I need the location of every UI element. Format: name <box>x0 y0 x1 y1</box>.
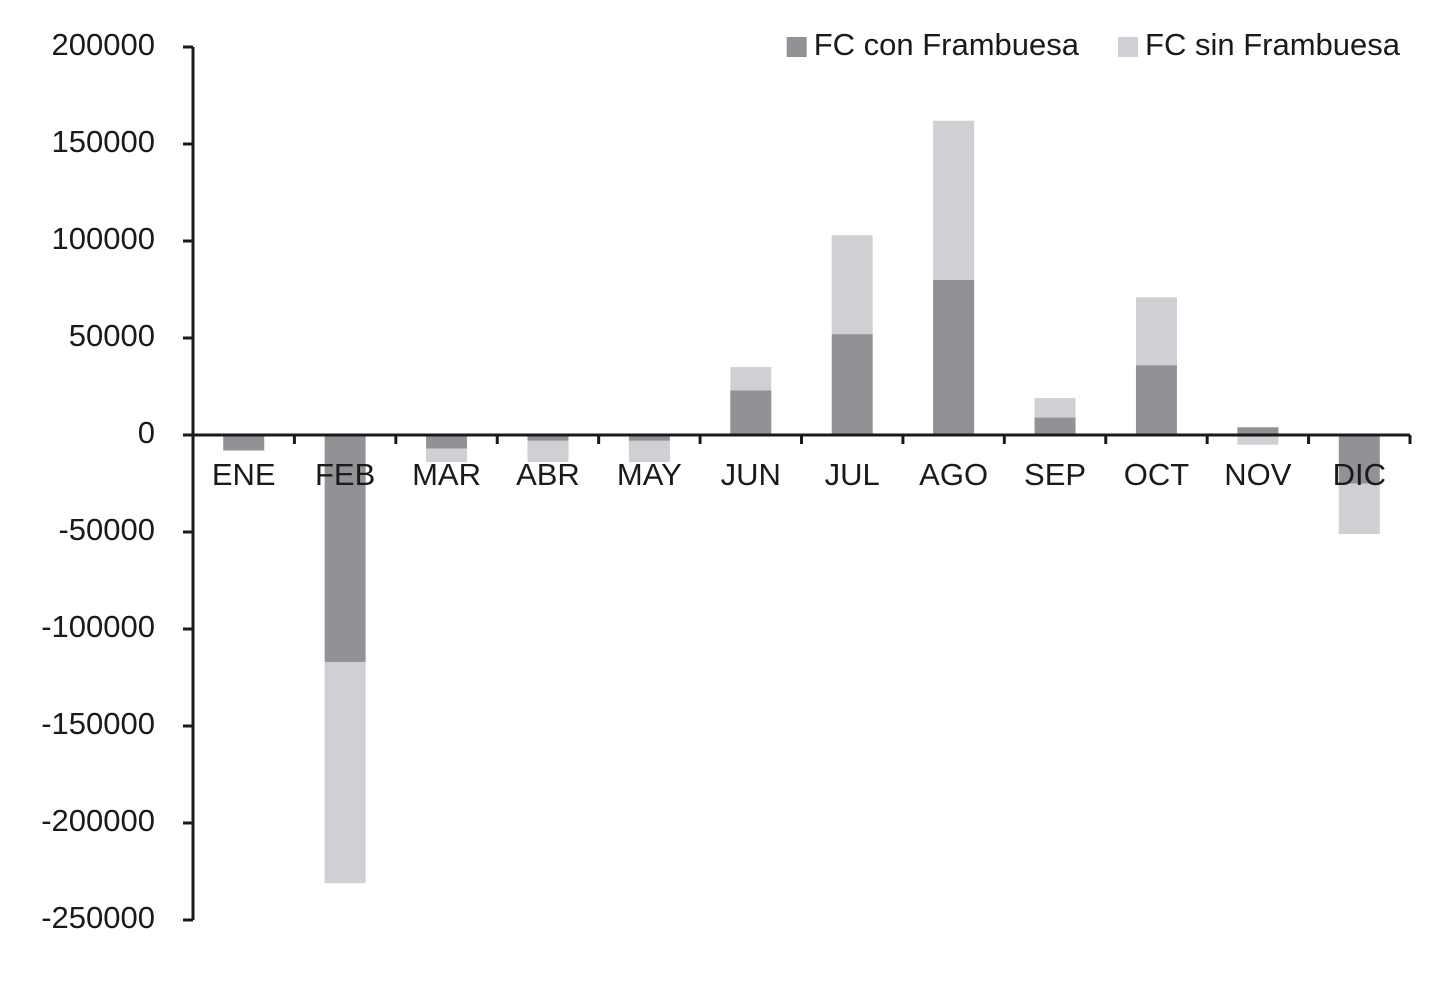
y-tick-label: 0 <box>138 415 155 450</box>
legend-label: FC con Frambuesa <box>814 27 1080 62</box>
x-tick-label: ENE <box>212 457 276 492</box>
legend-swatch <box>1118 37 1139 57</box>
x-tick-label: MAR <box>412 457 481 492</box>
bar <box>1338 483 1380 534</box>
bar <box>324 661 366 884</box>
y-tick-label: -250000 <box>41 900 155 935</box>
bar <box>628 440 670 463</box>
y-tick-label: 100000 <box>52 221 155 256</box>
y-tick-label: -200000 <box>41 803 155 838</box>
x-tick-label: AGO <box>919 457 988 492</box>
bar <box>831 235 873 335</box>
bar <box>1034 398 1076 418</box>
y-tick-label: -100000 <box>41 609 155 644</box>
bar <box>730 390 772 435</box>
x-tick-label: JUL <box>825 457 880 492</box>
bar <box>1135 297 1177 366</box>
bar <box>324 435 366 662</box>
y-tick-label: 150000 <box>52 124 155 159</box>
y-tick-label: -50000 <box>58 512 155 547</box>
bar <box>730 367 772 391</box>
y-tick-label: 200000 <box>52 27 155 62</box>
x-tick-label: MAY <box>617 457 682 492</box>
y-tick-label: 50000 <box>69 318 155 353</box>
bar <box>933 279 975 435</box>
x-tick-label: SEP <box>1024 457 1086 492</box>
bar <box>628 435 670 441</box>
bar <box>426 435 468 449</box>
bar <box>527 440 569 463</box>
x-tick-label: JUN <box>721 457 781 492</box>
bar <box>527 435 569 441</box>
legend-swatch <box>786 37 807 57</box>
x-tick-label: NOV <box>1224 457 1292 492</box>
bar <box>1338 435 1380 484</box>
x-tick-label: OCT <box>1124 457 1190 492</box>
bar <box>933 120 975 280</box>
x-tick-label: ABR <box>516 457 580 492</box>
bar <box>223 435 265 451</box>
bar <box>1135 365 1177 435</box>
y-tick-label: -150000 <box>41 706 155 741</box>
bar <box>1237 427 1279 435</box>
x-tick-label: DIC <box>1333 457 1386 492</box>
legend-label: FC sin Frambuesa <box>1145 27 1401 62</box>
bar <box>1034 417 1076 435</box>
bar <box>426 448 468 463</box>
bar <box>1237 435 1279 445</box>
x-tick-label: FEB <box>315 457 375 492</box>
bar <box>831 334 873 435</box>
